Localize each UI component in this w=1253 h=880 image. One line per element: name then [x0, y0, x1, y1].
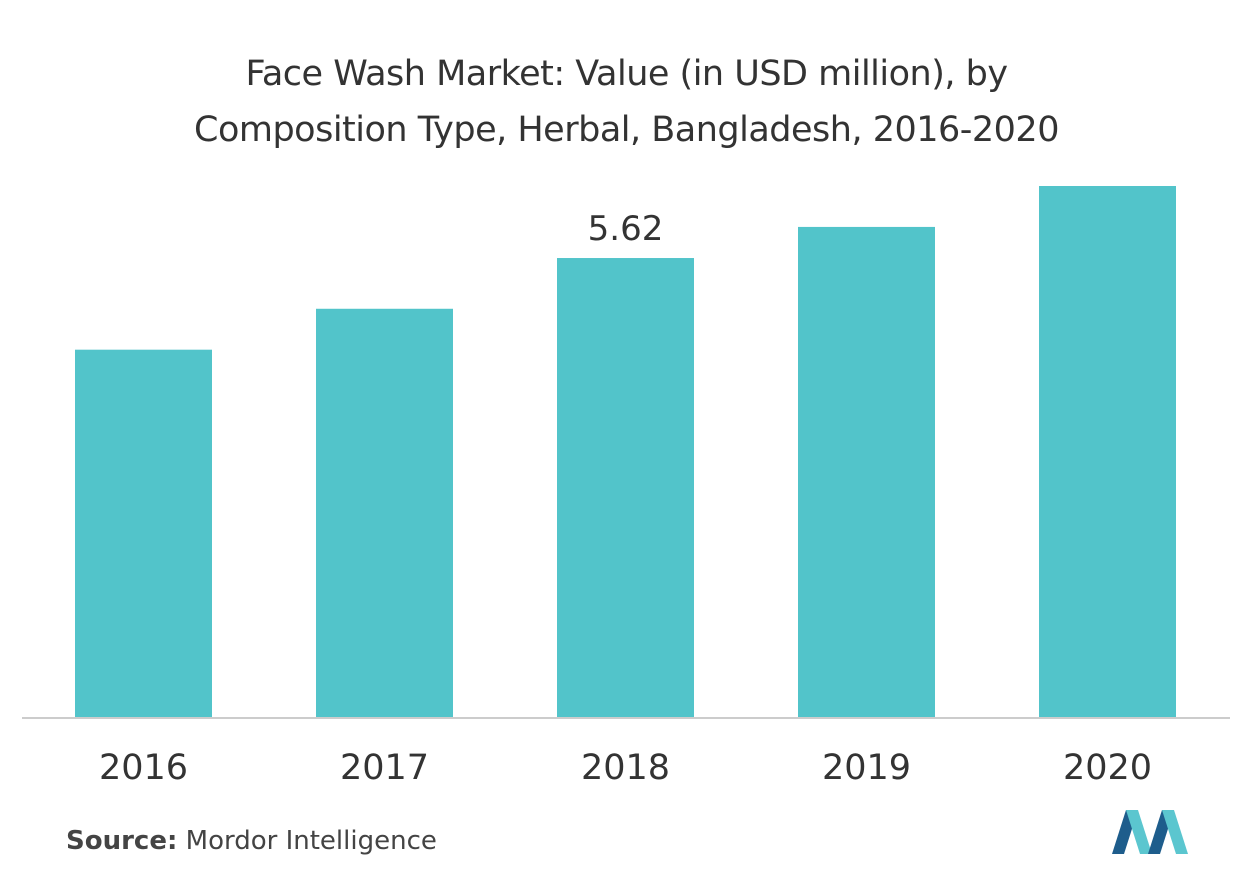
bar-2018 [557, 258, 694, 718]
x-tick-label-2017: 2017 [340, 748, 429, 788]
x-tick-label-2018: 2018 [581, 748, 670, 788]
chart-title: Face Wash Market: Value (in USD million)… [0, 46, 1253, 158]
mordor-intelligence-logo [1112, 810, 1188, 854]
source-label: Source: [66, 826, 178, 856]
source-note: Source: Mordor Intelligence [66, 826, 437, 856]
x-tick-labels-group: 2016 2017 2018 2019 2020 [99, 748, 1152, 788]
bar-2019 [798, 226, 935, 718]
x-tick-label-2019: 2019 [822, 748, 911, 788]
bar-2020 [1039, 186, 1176, 718]
bar-2017 [316, 308, 453, 718]
x-tick-label-2020: 2020 [1063, 748, 1152, 788]
bar-2016 [75, 349, 212, 718]
data-labels-group: 5.62 [588, 209, 664, 249]
chart-title-line-1: Face Wash Market: Value (in USD million)… [245, 54, 1008, 94]
data-label-2018: 5.62 [588, 209, 664, 249]
chart-title-line-2: Composition Type, Herbal, Bangladesh, 20… [194, 110, 1059, 150]
source-text: Mordor Intelligence [185, 826, 437, 856]
x-tick-label-2016: 2016 [99, 748, 188, 788]
bars-group [75, 186, 1176, 718]
